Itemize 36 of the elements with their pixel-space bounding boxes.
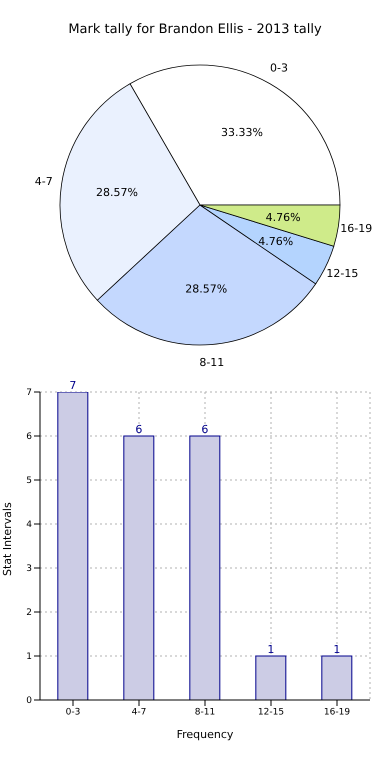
y-tick-label: 6 <box>26 432 32 442</box>
y-axis-title: Stat Intervals <box>0 502 14 576</box>
y-tick-label: 5 <box>26 476 32 486</box>
y-tick-label: 1 <box>26 652 32 662</box>
x-tick-label: 16-19 <box>324 707 350 718</box>
y-tick-label: 0 <box>26 696 32 706</box>
x-tick-label: 0-3 <box>66 707 80 718</box>
data-label: 4.76% <box>258 234 294 248</box>
x-axis-title: Frequency <box>176 728 234 741</box>
x-tick-label: 12-15 <box>258 707 284 718</box>
slice-label: 8-11 <box>199 356 224 370</box>
bar <box>57 392 88 700</box>
x-tick-label: 4-7 <box>132 707 146 718</box>
y-tick-label: 2 <box>26 608 32 618</box>
bar <box>189 436 220 700</box>
chart-title: Mark tally for Brandon Ellis - 2013 tally <box>67 21 323 39</box>
slice-label: 16-19 <box>340 222 372 236</box>
y-tick-label: 4 <box>26 520 32 530</box>
slice-label: 4-7 <box>34 174 53 188</box>
data-label: 1 <box>333 643 340 656</box>
x-tick-label: 8-11 <box>194 707 216 718</box>
slice-label: 12-15 <box>326 267 358 280</box>
data-label: 7 <box>69 379 76 392</box>
bar <box>123 436 154 700</box>
data-label: 33.33% <box>221 126 263 139</box>
y-tick-label: 7 <box>26 388 32 398</box>
y-tick-label: 3 <box>26 564 32 574</box>
data-label: 6 <box>201 423 208 436</box>
data-label: 1 <box>267 643 274 656</box>
bar <box>321 656 352 700</box>
data-label: 28.57% <box>185 282 228 296</box>
data-label: 6 <box>135 423 142 436</box>
slice-label: 0-3 <box>270 62 288 75</box>
data-label: 4.76% <box>266 211 301 224</box>
data-label: 28.57% <box>96 186 138 199</box>
bar <box>255 656 286 700</box>
